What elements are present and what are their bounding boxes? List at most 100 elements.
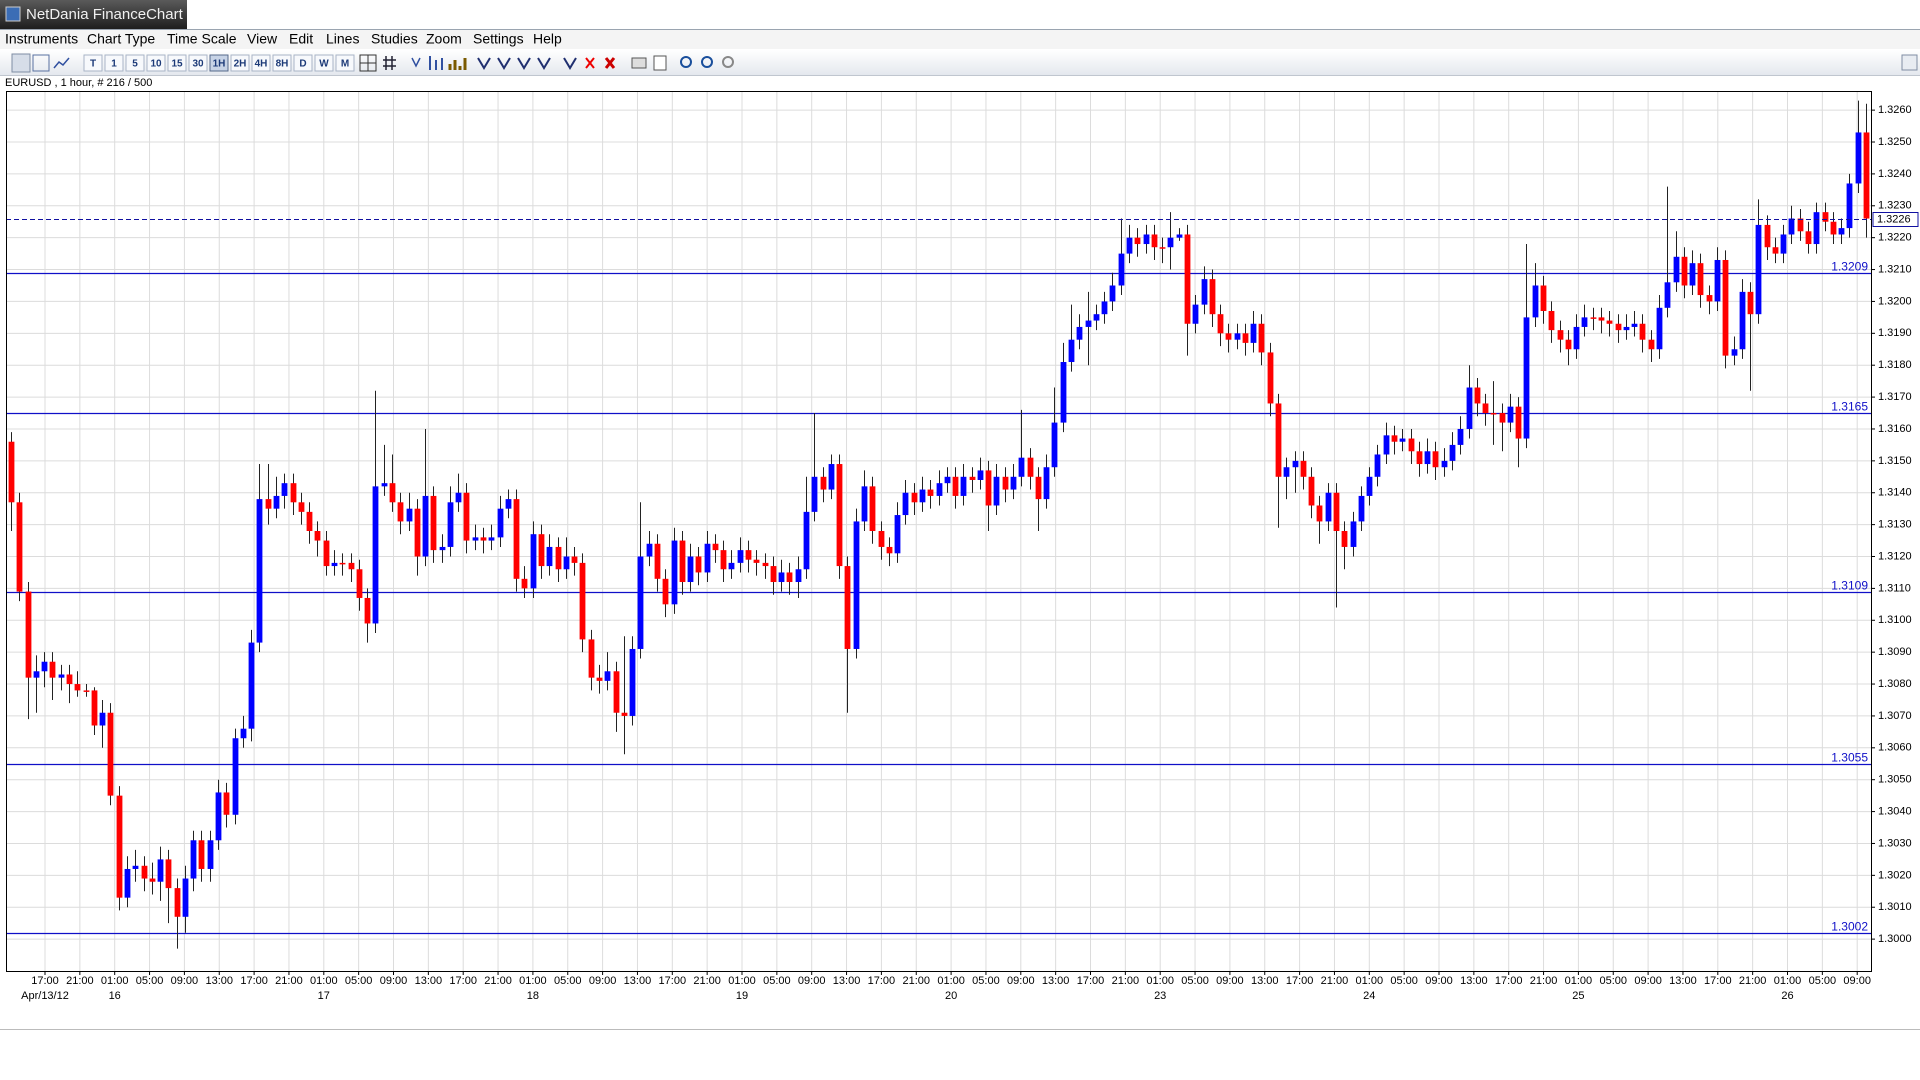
tool-button[interactable] xyxy=(585,57,595,69)
candle-body xyxy=(1184,234,1191,324)
x-tick-label: 21:00 xyxy=(275,975,303,987)
menu-item[interactable]: Help xyxy=(533,31,562,47)
candle-body xyxy=(878,531,885,547)
timescale-button[interactable] xyxy=(293,54,313,72)
timescale-label: 8H xyxy=(276,59,289,70)
menu-item[interactable]: View xyxy=(247,31,278,47)
x-tick-label: 05:00 xyxy=(763,975,791,987)
tool-button[interactable] xyxy=(680,56,692,68)
candle-body xyxy=(141,865,148,879)
timescale-button[interactable] xyxy=(104,54,124,72)
candle-body xyxy=(1316,505,1323,522)
tool-button[interactable] xyxy=(722,56,734,68)
candle-body xyxy=(1788,218,1795,235)
candle-body xyxy=(662,578,669,605)
candle-body xyxy=(1159,247,1166,249)
timescale-button[interactable] xyxy=(167,54,187,72)
candle-body xyxy=(1499,413,1506,423)
candle-body xyxy=(1664,282,1671,308)
candle-body xyxy=(25,591,32,678)
timescale-label: 4H xyxy=(255,59,268,70)
timescale-button[interactable] xyxy=(125,54,145,72)
candle-body xyxy=(1085,320,1092,327)
timescale-button[interactable] xyxy=(188,54,208,72)
timescale-button[interactable] xyxy=(272,54,292,72)
menu-item[interactable]: Settings xyxy=(473,31,524,47)
level-label: 1.3165 xyxy=(1831,400,1868,414)
candle-body xyxy=(232,738,239,815)
candle-body xyxy=(844,566,851,649)
menu-item[interactable]: Studies xyxy=(371,31,418,47)
timescale-label: W xyxy=(319,59,329,70)
candle-body xyxy=(1176,234,1183,238)
timescale-label: 10 xyxy=(150,59,162,70)
tool-button[interactable] xyxy=(411,57,421,68)
chart-title: EURUSD , 1 hour, # 216 / 500 xyxy=(5,77,152,89)
tool-button[interactable] xyxy=(11,53,31,73)
candle-body xyxy=(679,540,686,583)
timescale-button[interactable] xyxy=(230,54,250,72)
candle-body xyxy=(1623,326,1630,331)
x-tick-label: 13:00 xyxy=(1669,975,1697,987)
panel-button[interactable] xyxy=(1901,54,1918,71)
candle-body xyxy=(770,566,777,583)
candle-body xyxy=(969,476,976,480)
candle-body xyxy=(1333,492,1340,531)
menu-item[interactable]: Lines xyxy=(326,31,359,47)
candle-body xyxy=(1358,495,1365,522)
timescale-button[interactable] xyxy=(251,54,271,72)
tool-button[interactable] xyxy=(477,57,551,70)
x-tick-label: 17:00 xyxy=(31,975,59,987)
candle-body xyxy=(1822,212,1829,222)
timescale-label: 1 xyxy=(111,59,117,70)
menu-item[interactable]: Instruments xyxy=(5,31,78,47)
candle-body xyxy=(1209,279,1216,315)
candle-body xyxy=(1399,438,1406,442)
candle-body xyxy=(397,502,404,522)
candle-body xyxy=(704,543,711,573)
candle-body xyxy=(480,537,487,541)
x-day-label: 26 xyxy=(1781,990,1793,1002)
x-tick-label: 01:00 xyxy=(519,975,547,987)
timescale-button[interactable] xyxy=(335,54,355,72)
candle-body xyxy=(753,559,760,563)
tool-button[interactable] xyxy=(383,56,396,70)
y-tick-label: 1.3060 xyxy=(1878,742,1912,754)
tool-button[interactable] xyxy=(32,54,50,72)
candle-body xyxy=(33,671,40,678)
timescale-button[interactable] xyxy=(146,54,166,72)
x-day-label: 16 xyxy=(109,990,121,1002)
candle-body xyxy=(290,483,297,503)
candle-body xyxy=(339,562,346,565)
menu-item[interactable]: Time Scale xyxy=(167,31,237,47)
candle-body xyxy=(1507,406,1514,423)
tool-button[interactable] xyxy=(604,57,616,69)
tool-button[interactable] xyxy=(701,56,713,68)
x-tick-label: 09:00 xyxy=(171,975,199,987)
menu-item[interactable]: Chart Type xyxy=(87,31,155,47)
tool-button[interactable] xyxy=(563,57,577,70)
timescale-label: 30 xyxy=(192,59,204,70)
tool-button[interactable] xyxy=(631,57,647,69)
x-tick-label: 01:00 xyxy=(937,975,965,987)
x-tick-label: 21:00 xyxy=(693,975,721,987)
tool-button[interactable] xyxy=(429,56,443,70)
menu-item[interactable]: Edit xyxy=(289,31,313,47)
title-tab xyxy=(0,0,187,29)
timescale-button[interactable] xyxy=(83,54,103,72)
x-tick-label: 13:00 xyxy=(205,975,233,987)
timescale-button[interactable] xyxy=(314,54,334,72)
candle-body xyxy=(695,556,702,573)
x-tick-label: 01:00 xyxy=(728,975,756,987)
y-tick-label: 1.3240 xyxy=(1878,168,1912,180)
x-tick-label: 13:00 xyxy=(1460,975,1488,987)
toolbar-icons: T 1 5 10 15 30 1H 2H 4H 8H D W M xyxy=(11,53,355,73)
candle-body xyxy=(985,470,992,506)
tool-button[interactable] xyxy=(653,55,667,71)
x-tick-label: 13:00 xyxy=(624,975,652,987)
tool-button[interactable] xyxy=(448,58,467,70)
tool-button[interactable] xyxy=(53,57,70,69)
timescale-button[interactable] xyxy=(209,54,229,72)
candle-body xyxy=(207,840,214,869)
menu-item[interactable]: Zoom xyxy=(426,31,462,47)
